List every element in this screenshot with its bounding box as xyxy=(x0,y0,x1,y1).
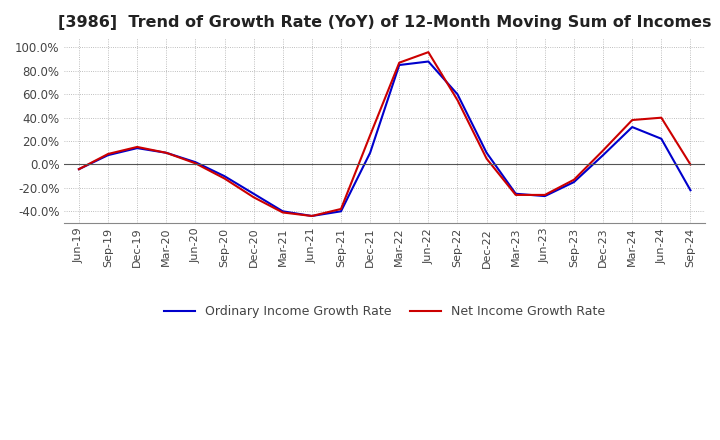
Net Income Growth Rate xyxy=(511,192,520,198)
Title: [3986]  Trend of Growth Rate (YoY) of 12-Month Moving Sum of Incomes: [3986] Trend of Growth Rate (YoY) of 12-… xyxy=(58,15,711,30)
Ordinary Income Growth Rate xyxy=(307,213,316,219)
Net Income Growth Rate xyxy=(628,117,636,123)
Ordinary Income Growth Rate xyxy=(686,187,695,193)
Net Income Growth Rate xyxy=(453,98,462,103)
Net Income Growth Rate xyxy=(307,213,316,219)
Ordinary Income Growth Rate xyxy=(133,146,142,151)
Net Income Growth Rate xyxy=(570,177,578,182)
Ordinary Income Growth Rate xyxy=(599,153,608,158)
Net Income Growth Rate xyxy=(366,132,374,138)
Net Income Growth Rate xyxy=(395,60,404,65)
Ordinary Income Growth Rate xyxy=(75,166,84,172)
Ordinary Income Growth Rate xyxy=(220,173,229,179)
Ordinary Income Growth Rate xyxy=(395,62,404,68)
Line: Ordinary Income Growth Rate: Ordinary Income Growth Rate xyxy=(79,62,690,216)
Net Income Growth Rate xyxy=(249,194,258,200)
Line: Net Income Growth Rate: Net Income Growth Rate xyxy=(79,52,690,216)
Ordinary Income Growth Rate xyxy=(511,191,520,196)
Ordinary Income Growth Rate xyxy=(191,160,199,165)
Net Income Growth Rate xyxy=(657,115,666,120)
Net Income Growth Rate xyxy=(541,192,549,198)
Ordinary Income Growth Rate xyxy=(424,59,433,64)
Net Income Growth Rate xyxy=(191,161,199,166)
Ordinary Income Growth Rate xyxy=(249,191,258,196)
Ordinary Income Growth Rate xyxy=(628,125,636,130)
Ordinary Income Growth Rate xyxy=(366,150,374,155)
Net Income Growth Rate xyxy=(424,50,433,55)
Net Income Growth Rate xyxy=(104,151,112,157)
Ordinary Income Growth Rate xyxy=(453,92,462,97)
Net Income Growth Rate xyxy=(337,206,346,212)
Legend: Ordinary Income Growth Rate, Net Income Growth Rate: Ordinary Income Growth Rate, Net Income … xyxy=(158,300,611,323)
Ordinary Income Growth Rate xyxy=(279,209,287,214)
Ordinary Income Growth Rate xyxy=(657,136,666,141)
Net Income Growth Rate xyxy=(686,162,695,167)
Net Income Growth Rate xyxy=(75,166,84,172)
Ordinary Income Growth Rate xyxy=(104,153,112,158)
Ordinary Income Growth Rate xyxy=(570,180,578,185)
Ordinary Income Growth Rate xyxy=(337,209,346,214)
Ordinary Income Growth Rate xyxy=(541,194,549,199)
Net Income Growth Rate xyxy=(482,156,491,161)
Ordinary Income Growth Rate xyxy=(482,150,491,155)
Net Income Growth Rate xyxy=(162,150,171,155)
Net Income Growth Rate xyxy=(220,176,229,181)
Net Income Growth Rate xyxy=(599,148,608,153)
Net Income Growth Rate xyxy=(133,144,142,150)
Ordinary Income Growth Rate xyxy=(162,150,171,155)
Net Income Growth Rate xyxy=(279,210,287,215)
